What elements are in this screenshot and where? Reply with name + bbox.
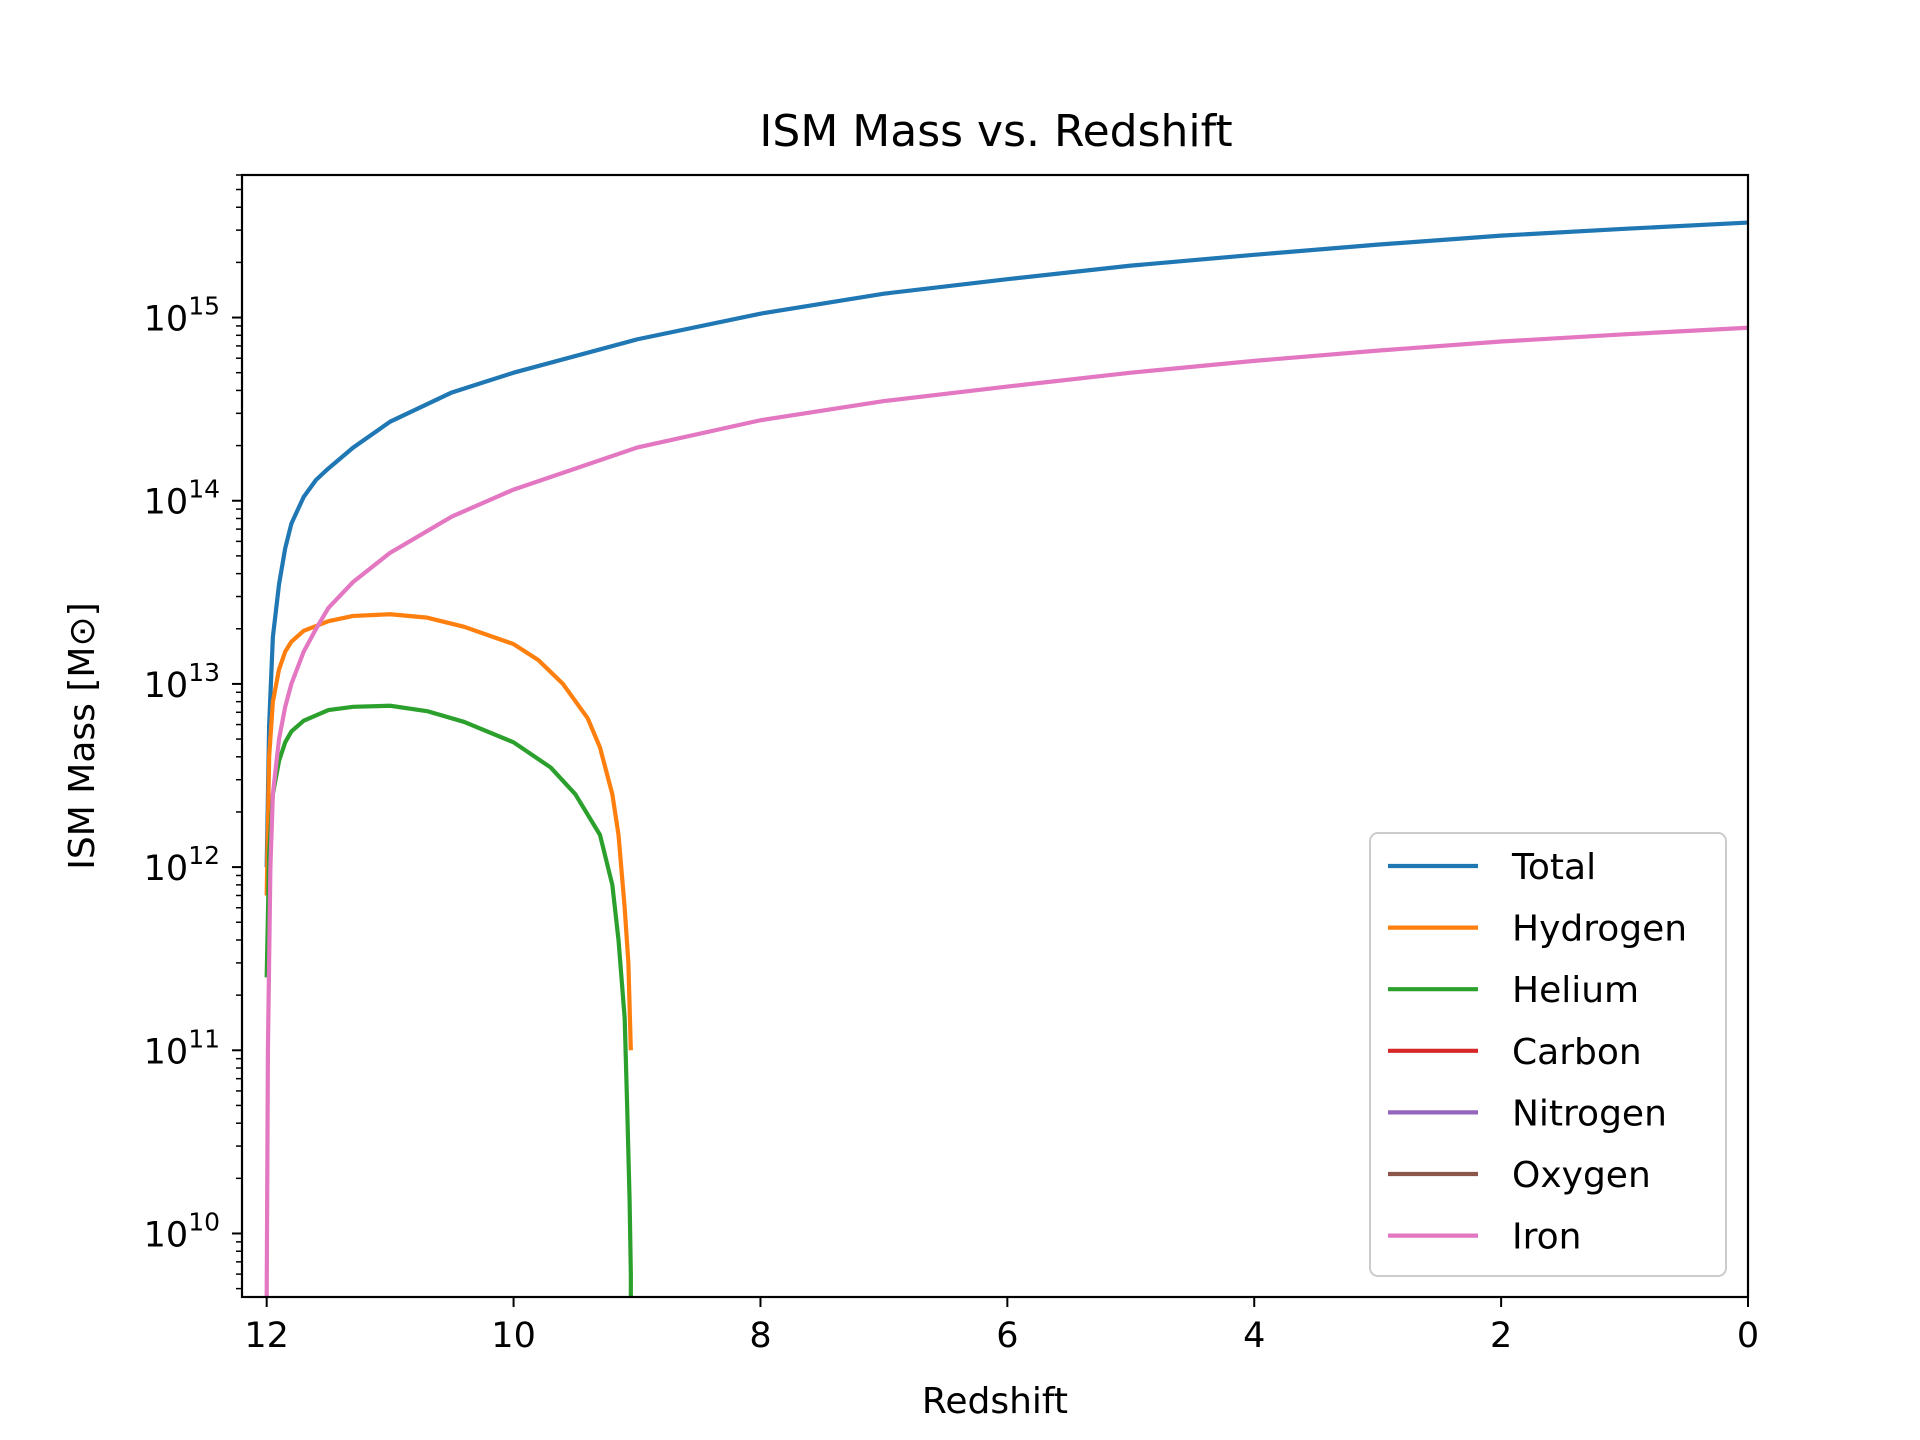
- x-tick-label: 8: [749, 1316, 771, 1356]
- y-tick-label: 1015: [144, 292, 220, 340]
- x-tick-label: 10: [491, 1316, 536, 1356]
- x-axis-label: Redshift: [922, 1381, 1068, 1422]
- x-tick-label: 2: [1490, 1316, 1512, 1356]
- y-tick-label: 1014: [144, 475, 220, 523]
- plot-area-frame: [240, 173, 1750, 1299]
- chart-title: ISM Mass vs. Redshift: [759, 106, 1232, 157]
- legend: Total Hydrogen Helium Carbon Nitrogen Oxygen I…: [1369, 832, 1727, 1277]
- series-line-total: [264, 220, 1748, 868]
- y-tick-label: 1012: [144, 841, 220, 889]
- y-tick-label: 1011: [144, 1024, 220, 1072]
- series-layer: [264, 220, 1748, 1297]
- x-tick-label: 12: [244, 1316, 289, 1356]
- legend-label-nitrogen: Nitrogen: [1512, 1093, 1667, 1134]
- legend-box: [1369, 832, 1727, 1277]
- series-line-helium: [264, 703, 633, 1297]
- x-tick-label: 4: [1243, 1316, 1265, 1356]
- legend-label-total: Total: [1511, 847, 1596, 888]
- y-tick-label: 1010: [144, 1207, 220, 1255]
- legend-label-iron: Iron: [1512, 1217, 1581, 1258]
- y-axis-label: ISM Mass [M⊙]: [62, 602, 103, 869]
- legend-label-oxygen: Oxygen: [1512, 1155, 1651, 1196]
- legend-label-carbon: Carbon: [1512, 1032, 1642, 1073]
- y-tick-label: 1013: [144, 658, 220, 706]
- y-axis: 1010 1011 1012 1013 1014 1015: [144, 174, 242, 1290]
- legend-label-hydrogen: Hydrogen: [1512, 909, 1687, 950]
- x-axis: 12 10 8 6 4 2 0: [244, 1297, 1759, 1356]
- x-tick-label: 0: [1737, 1316, 1759, 1356]
- series-line-hydrogen: [264, 612, 633, 1051]
- legend-label-helium: Helium: [1512, 970, 1639, 1011]
- series-line-iron: [264, 325, 1748, 1297]
- x-tick-label: 6: [996, 1316, 1018, 1356]
